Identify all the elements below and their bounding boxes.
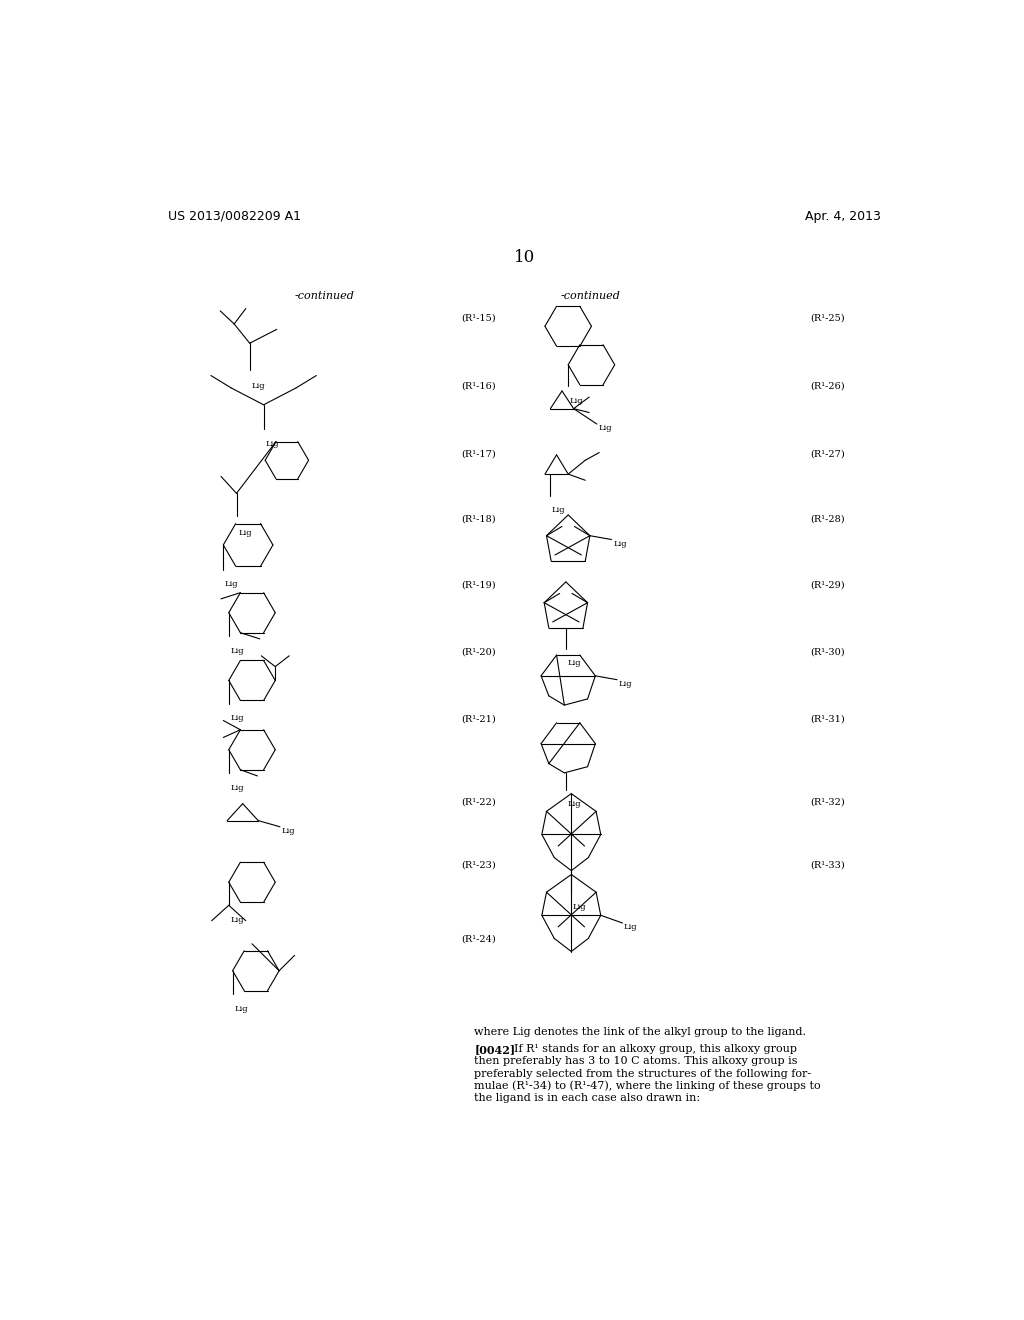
Text: [0042]: [0042] [474,1044,515,1055]
Text: (R¹-33): (R¹-33) [810,861,845,870]
Text: (R¹-24): (R¹-24) [461,935,496,944]
Text: Lig: Lig [598,424,612,432]
Text: -continued: -continued [294,290,354,301]
Text: (R¹-27): (R¹-27) [810,449,845,458]
Text: (R¹-16): (R¹-16) [461,381,496,391]
Text: (R¹-22): (R¹-22) [461,797,496,807]
Text: Apr. 4, 2013: Apr. 4, 2013 [806,210,882,223]
Text: (R¹-29): (R¹-29) [810,581,845,589]
Text: If R¹ stands for an alkoxy group, this alkoxy group: If R¹ stands for an alkoxy group, this a… [507,1044,797,1053]
Text: (R¹-31): (R¹-31) [810,714,845,723]
Text: (R¹-15): (R¹-15) [461,314,496,323]
Text: mulae (R¹-34) to (R¹-47), where the linking of these groups to: mulae (R¹-34) to (R¹-47), where the link… [474,1081,821,1092]
Text: Lig: Lig [251,381,265,389]
Text: Lig: Lig [613,540,627,548]
Text: (R¹-18): (R¹-18) [461,515,496,523]
Text: Lig: Lig [552,507,565,515]
Text: Lig: Lig [572,903,587,911]
Text: Lig: Lig [230,714,244,722]
Text: Lig: Lig [265,441,279,449]
Text: (R¹-17): (R¹-17) [461,449,496,458]
Text: Lig: Lig [567,659,581,667]
Text: (R¹-23): (R¹-23) [461,861,496,870]
Text: Lig: Lig [569,397,584,405]
Text: then preferably has 3 to 10 C atoms. This alkoxy group is: then preferably has 3 to 10 C atoms. Thi… [474,1056,798,1067]
Text: (R¹-26): (R¹-26) [810,381,845,391]
Text: (R¹-25): (R¹-25) [810,314,845,323]
Text: (R¹-32): (R¹-32) [810,797,845,807]
Text: (R¹-30): (R¹-30) [810,647,845,656]
Text: where Lig denotes the link of the alkyl group to the ligand.: where Lig denotes the link of the alkyl … [474,1027,807,1038]
Text: the ligand is in each case also drawn in:: the ligand is in each case also drawn in… [474,1093,700,1104]
Text: 10: 10 [514,249,536,267]
Text: (R¹-21): (R¹-21) [461,714,496,723]
Text: Lig: Lig [225,581,239,589]
Text: Lig: Lig [230,784,244,792]
Text: Lig: Lig [282,826,295,834]
Text: preferably selected from the structures of the following for-: preferably selected from the structures … [474,1069,812,1078]
Text: (R¹-20): (R¹-20) [461,647,496,656]
Text: -continued: -continued [561,290,621,301]
Text: Lig: Lig [230,916,244,924]
Text: Lig: Lig [230,647,244,655]
Text: Lig: Lig [234,1005,248,1012]
Text: Lig: Lig [567,800,581,808]
Text: US 2013/0082209 A1: US 2013/0082209 A1 [168,210,301,223]
Text: (R¹-19): (R¹-19) [461,581,496,589]
Text: Lig: Lig [238,529,252,537]
Text: Lig: Lig [618,680,632,688]
Text: (R¹-28): (R¹-28) [810,515,845,523]
Text: Lig: Lig [624,923,638,931]
